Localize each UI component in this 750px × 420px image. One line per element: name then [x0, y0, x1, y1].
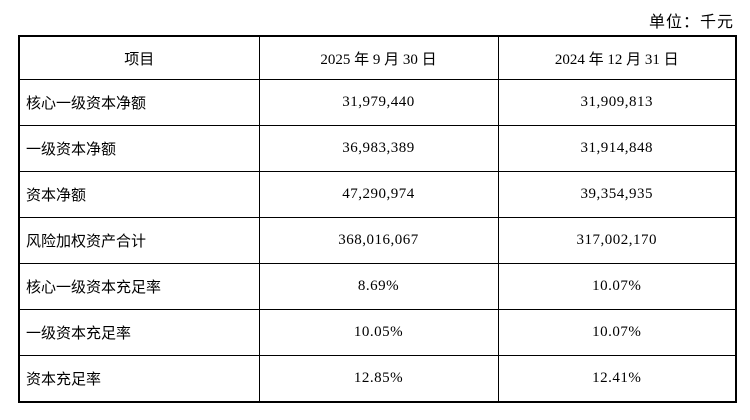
- table-row: 风险加权资产合计 368,016,067 317,002,170: [18, 217, 737, 264]
- row-value-2024: 12.41%: [497, 355, 737, 403]
- row-item-label: 资本充足率: [18, 355, 260, 403]
- row-value-2024: 31,909,813: [497, 79, 737, 126]
- table-row: 资本净额 47,290,974 39,354,935: [18, 171, 737, 218]
- row-item-label: 核心一级资本净额: [18, 79, 260, 126]
- table-header-row: 项目 2025 年 9 月 30 日 2024 年 12 月 31 日: [18, 35, 737, 80]
- row-value-2025: 31,979,440: [258, 79, 499, 126]
- unit-label: 单位：千元: [648, 14, 734, 31]
- row-value-2025: 36,983,389: [258, 125, 499, 172]
- row-value-2024: 31,914,848: [497, 125, 737, 172]
- table-row: 核心一级资本净额 31,979,440 31,909,813: [18, 79, 737, 126]
- table-row: 资本充足率 12.85% 12.41%: [18, 355, 737, 403]
- row-value-2024: 10.07%: [497, 309, 737, 356]
- row-item-label: 一级资本充足率: [18, 309, 260, 356]
- row-value-2025: 12.85%: [258, 355, 499, 403]
- row-value-2024: 317,002,170: [497, 217, 737, 264]
- row-item-label: 一级资本净额: [18, 125, 260, 172]
- header-date-2024: 2024 年 12 月 31 日: [497, 35, 737, 80]
- row-value-2024: 39,354,935: [497, 171, 737, 218]
- header-item: 项目: [18, 35, 260, 80]
- table-row: 一级资本充足率 10.05% 10.07%: [18, 309, 737, 356]
- row-value-2024: 10.07%: [497, 263, 737, 310]
- capital-adequacy-table: 项目 2025 年 9 月 30 日 2024 年 12 月 31 日 核心一级…: [18, 35, 737, 403]
- row-value-2025: 47,290,974: [258, 171, 499, 218]
- row-item-label: 资本净额: [18, 171, 260, 218]
- table-row: 核心一级资本充足率 8.69% 10.07%: [18, 263, 737, 310]
- row-value-2025: 10.05%: [258, 309, 499, 356]
- row-value-2025: 8.69%: [258, 263, 499, 310]
- header-date-2025: 2025 年 9 月 30 日: [258, 35, 499, 80]
- table-row: 一级资本净额 36,983,389 31,914,848: [18, 125, 737, 172]
- row-value-2025: 368,016,067: [258, 217, 499, 264]
- row-item-label: 风险加权资产合计: [18, 217, 260, 264]
- row-item-label: 核心一级资本充足率: [18, 263, 260, 310]
